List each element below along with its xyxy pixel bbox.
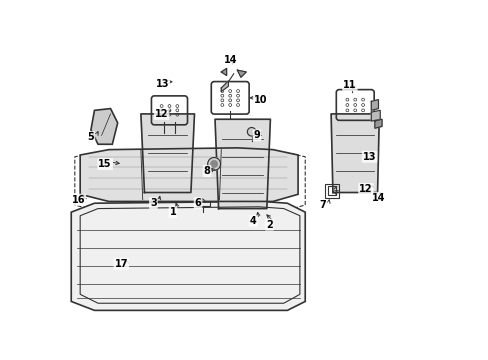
Text: 13: 13 bbox=[362, 152, 375, 162]
Polygon shape bbox=[80, 148, 298, 202]
Text: 13: 13 bbox=[155, 78, 169, 89]
Text: 7: 7 bbox=[319, 200, 326, 210]
Text: 12: 12 bbox=[155, 109, 168, 119]
Text: 14: 14 bbox=[223, 55, 237, 65]
Text: 11: 11 bbox=[343, 80, 356, 90]
Polygon shape bbox=[71, 202, 305, 310]
Text: 3: 3 bbox=[150, 198, 157, 208]
Polygon shape bbox=[91, 109, 118, 144]
Polygon shape bbox=[330, 114, 379, 193]
Polygon shape bbox=[221, 81, 228, 91]
Text: 15: 15 bbox=[98, 159, 112, 169]
Bar bbox=[197, 183, 209, 206]
Polygon shape bbox=[221, 68, 226, 76]
Text: 17: 17 bbox=[114, 259, 128, 269]
Circle shape bbox=[247, 127, 255, 136]
Text: 6: 6 bbox=[194, 198, 201, 208]
Polygon shape bbox=[370, 111, 380, 121]
Polygon shape bbox=[215, 119, 270, 208]
Text: 1: 1 bbox=[169, 207, 176, 217]
Text: 16: 16 bbox=[72, 195, 85, 204]
Text: 8: 8 bbox=[203, 166, 210, 176]
Bar bbox=[327, 186, 336, 195]
Text: 5: 5 bbox=[87, 132, 94, 142]
Bar bbox=[324, 184, 339, 198]
Circle shape bbox=[207, 157, 220, 170]
Text: 14: 14 bbox=[371, 193, 385, 203]
Text: 10: 10 bbox=[253, 95, 267, 105]
Polygon shape bbox=[370, 100, 378, 111]
Text: 4: 4 bbox=[249, 216, 256, 226]
Text: 12: 12 bbox=[359, 184, 372, 194]
Text: 9: 9 bbox=[253, 130, 260, 140]
Circle shape bbox=[210, 160, 217, 167]
Polygon shape bbox=[141, 114, 194, 193]
Text: 2: 2 bbox=[265, 220, 272, 230]
Polygon shape bbox=[374, 119, 381, 128]
Polygon shape bbox=[237, 70, 246, 77]
